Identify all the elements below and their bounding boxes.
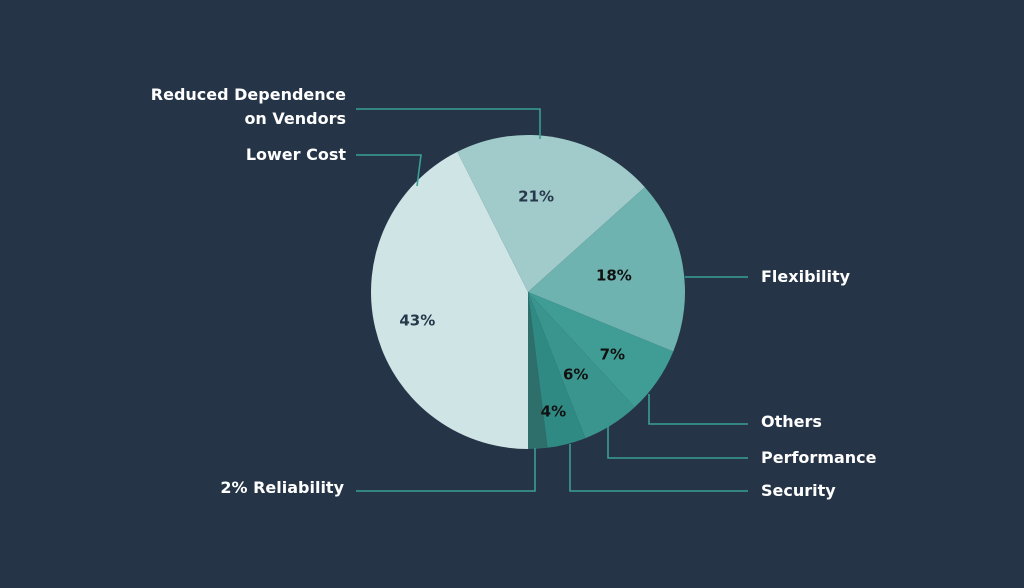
callout-reliability: 2% Reliability	[220, 478, 344, 497]
callout-reduced-dependence-on-vendors-line-1: Reduced Dependence	[151, 85, 346, 104]
leader-line-lower-cost	[356, 154, 422, 187]
slice-labels: 43% 21% 18% 7% 6% 4%	[399, 187, 632, 420]
leader-line-performance	[607, 426, 748, 459]
leader-lines	[356, 108, 748, 492]
callout-reduced-dependence-on-vendors-line-2: on Vendors	[244, 109, 346, 128]
callout-lower-cost: Lower Cost	[246, 145, 347, 164]
leader-line-reliability	[356, 448, 536, 492]
slice-label-reduced-dependence-on-vendors: 21%	[518, 187, 554, 205]
pie-slice-performance	[528, 292, 635, 439]
pie-slice-reliability	[528, 292, 548, 449]
callout-flexibility: Flexibility	[761, 267, 851, 286]
callout-performance: Performance	[761, 448, 877, 467]
callout-others: Others	[761, 412, 822, 431]
slice-label-flexibility: 18%	[596, 266, 632, 284]
leader-line-security	[569, 444, 748, 492]
slice-label-lower-cost: 43%	[399, 312, 435, 330]
leader-line-reduced-dependence-on-vendors	[356, 108, 541, 139]
slice-label-others: 7%	[600, 346, 625, 364]
pie-slice-lower-cost	[371, 151, 528, 449]
slice-label-security: 4%	[541, 403, 566, 421]
pie-slice-security	[528, 292, 586, 448]
callout-security: Security	[761, 481, 836, 500]
pie-slice-others	[528, 292, 674, 408]
slice-label-performance: 6%	[563, 366, 588, 384]
pie-slices	[371, 135, 685, 449]
leader-line-others	[648, 394, 748, 425]
pie-slice-flexibility	[528, 187, 685, 352]
pie-slice-reduced-dependence-on-vendors	[457, 135, 645, 292]
callout-labels: Lower Cost Reduced Dependence on Vendors Fl…	[151, 85, 877, 500]
